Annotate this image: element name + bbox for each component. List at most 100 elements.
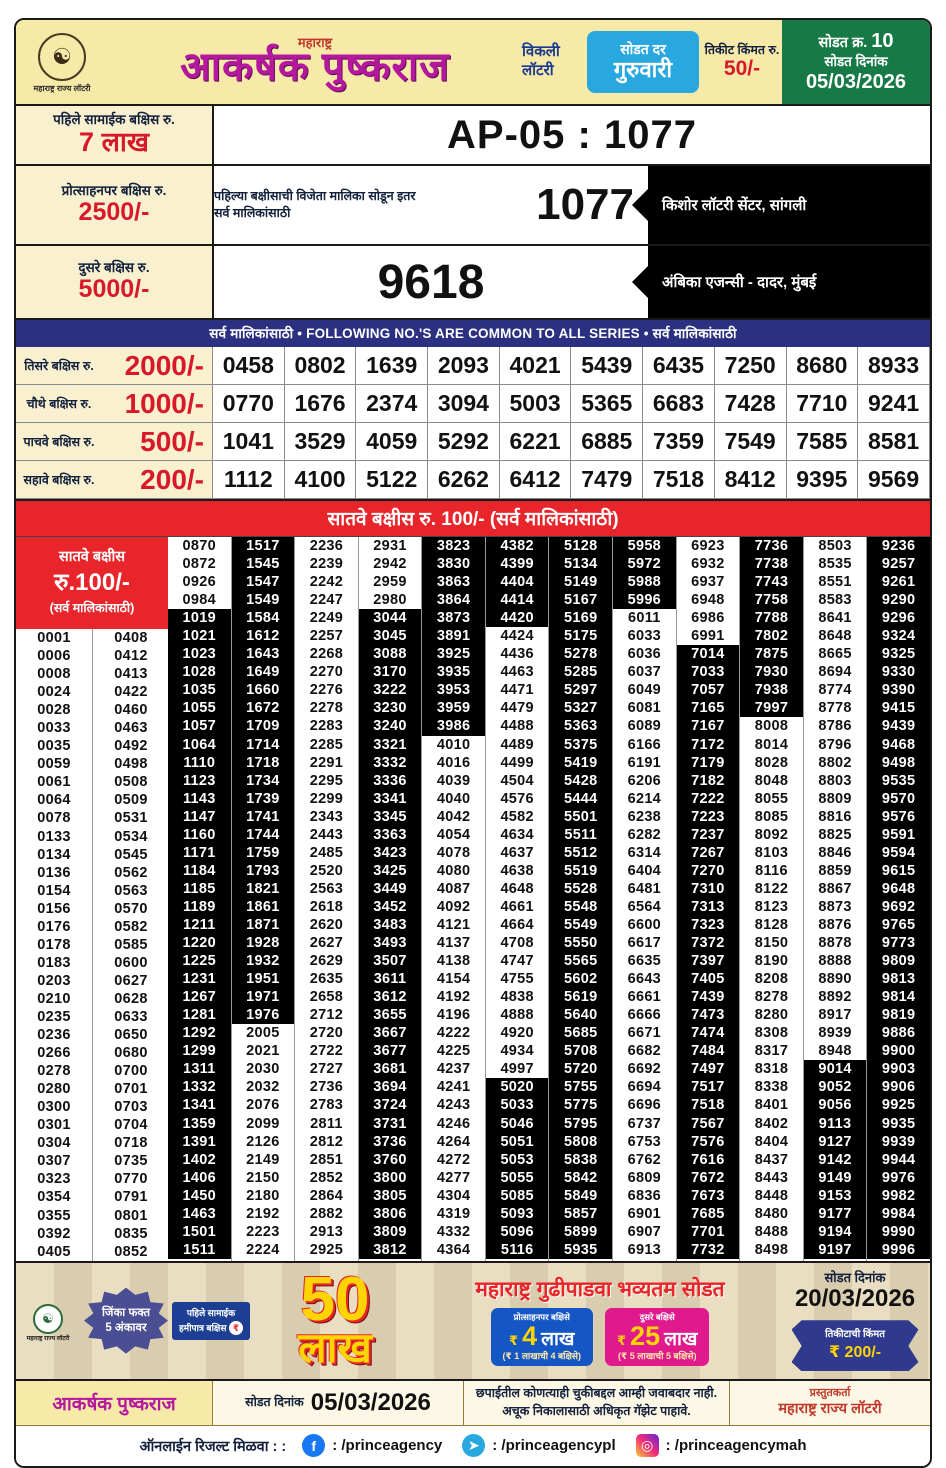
prize-number-cell: 6262 xyxy=(427,460,500,499)
number-cell: 3088 xyxy=(358,645,422,664)
promo-title: महाराष्ट्र गुढीपाडवा भव्यतम सोडत xyxy=(475,1277,725,1301)
number-cell: 0235 xyxy=(16,1007,92,1027)
prize-number-cell: 1112 xyxy=(212,460,285,499)
prize-number-cell: 7518 xyxy=(642,460,715,499)
number-cell: 3493 xyxy=(358,934,422,953)
draw-date-label: सोडत दिनांक xyxy=(824,53,888,69)
prize-number-cell: 8581 xyxy=(857,422,930,461)
number-cell: 8208 xyxy=(740,970,803,989)
number-cell: 3760 xyxy=(358,1150,422,1169)
number-cell: 9439 xyxy=(867,717,930,736)
number-cell: 0701 xyxy=(93,1080,169,1099)
number-cell: 1402 xyxy=(168,1150,231,1169)
number-cell: 4087 xyxy=(422,879,485,898)
number-cell: 3823 xyxy=(422,537,485,556)
number-cell: 1406 xyxy=(168,1168,231,1187)
prize-row-amount: 1000/- xyxy=(124,387,204,419)
number-cell: 1019 xyxy=(168,609,231,628)
title-small: महाराष्ट्र xyxy=(297,35,333,50)
number-column: 9236 9257 9261 9290 9296 9324 9325 9330 9390 9415… xyxy=(867,537,930,1261)
number-cell: 2249 xyxy=(295,609,358,628)
number-cell: 2722 xyxy=(295,1042,358,1061)
number-cell: 0735 xyxy=(93,1152,169,1171)
number-cell: 1281 xyxy=(168,1006,231,1025)
number-cell: 0508 xyxy=(93,773,169,792)
weekly-label: विकली लॉटरी xyxy=(522,20,584,104)
number-cell: 5285 xyxy=(549,663,613,682)
number-cell: 5051 xyxy=(485,1132,549,1151)
number-cell: 5149 xyxy=(549,573,613,592)
number-cell: 1055 xyxy=(168,699,231,718)
number-cell: 0354 xyxy=(16,1188,92,1207)
number-cell: 7182 xyxy=(676,771,740,790)
weekly-line2: लॉटरी xyxy=(522,62,554,79)
number-cell: 0926 xyxy=(168,573,231,592)
social-link[interactable]: ➤: /princeagencypl xyxy=(462,1434,616,1458)
number-cell: 7576 xyxy=(676,1132,740,1151)
number-cell: 4479 xyxy=(485,699,549,718)
number-cell: 6666 xyxy=(613,1006,676,1025)
second-prize-agency: अंबिका एजन्सी - दादर, मुंबई xyxy=(648,246,930,318)
number-cell: 6049 xyxy=(613,681,676,700)
number-cell: 3363 xyxy=(358,825,422,844)
prize-number-cell: 5439 xyxy=(570,347,644,385)
prize-table-row: पाचवे बक्षिस रु. 500/- 1041 3529 4059 5292 622… xyxy=(16,422,930,461)
number-cell: 1123 xyxy=(168,771,231,790)
number-cell: 6696 xyxy=(613,1096,676,1115)
number-cell: 8796 xyxy=(803,735,867,754)
number-cell: 5708 xyxy=(549,1042,613,1061)
number-cell: 4222 xyxy=(422,1024,485,1043)
promo-emblem: ☯ महाराष्ट्र राज्य लॉटरी xyxy=(16,1298,80,1343)
number-cell: 3423 xyxy=(358,843,422,862)
number-cell: 6238 xyxy=(613,807,676,826)
social-link[interactable]: ◎: /princeagencymah xyxy=(635,1434,807,1458)
number-cell: 0059 xyxy=(16,755,92,774)
facebook-icon[interactable]: f xyxy=(302,1434,326,1458)
number-cell: 5640 xyxy=(549,1006,613,1025)
number-cell: 8480 xyxy=(740,1204,803,1223)
prize-number-cell: 8680 xyxy=(785,347,859,385)
number-cell: 3959 xyxy=(422,699,485,718)
number-cell: 3240 xyxy=(358,717,422,736)
number-cell: 8122 xyxy=(740,879,803,898)
number-cell: 7267 xyxy=(676,843,740,862)
instagram-icon[interactable]: ◎ xyxy=(635,1434,659,1458)
prize-number-cell: 7428 xyxy=(713,384,787,423)
number-cell: 0498 xyxy=(93,755,169,774)
number-cell: 5755 xyxy=(549,1078,613,1097)
promo-draw-date-label: सोडत दिनांक xyxy=(824,1269,886,1285)
prize-number-cell: 5365 xyxy=(570,384,644,423)
number-cell: 4747 xyxy=(485,952,549,971)
number-cell: 9925 xyxy=(867,1096,930,1115)
number-cell: 0801 xyxy=(93,1206,169,1225)
number-cell: 5935 xyxy=(549,1240,613,1259)
social-handle: : /princeagency xyxy=(332,1437,443,1455)
number-cell: 5528 xyxy=(549,879,613,898)
promo-box-1-rupee: ₹ xyxy=(509,1332,519,1348)
number-cell: 5720 xyxy=(549,1060,613,1079)
number-cell: 3341 xyxy=(358,789,422,808)
number-cell: 1267 xyxy=(168,988,231,1007)
number-cell: 8939 xyxy=(803,1024,867,1043)
number-cell: 0492 xyxy=(93,737,169,756)
number-cell: 7738 xyxy=(740,555,803,574)
number-cell: 9576 xyxy=(867,807,930,826)
social-link[interactable]: f : /princeagency xyxy=(302,1434,443,1458)
number-cell: 1311 xyxy=(168,1060,231,1079)
number-cell: 6694 xyxy=(613,1078,676,1097)
social-links: f : /princeagency ➤: /princeagencypl ◎: /pr… xyxy=(302,1434,807,1458)
number-cell: 3425 xyxy=(358,861,422,880)
number-cell: 8859 xyxy=(803,861,867,880)
telegram-icon[interactable]: ➤ xyxy=(462,1434,486,1458)
promo-center: महाराष्ट्र गुढीपाडवा भव्यतम सोडत प्रोत्स… xyxy=(420,1275,780,1367)
number-cell: 5958 xyxy=(613,537,676,556)
number-cell: 4488 xyxy=(485,717,549,736)
promo-ticket-price-box: तिकीटाची किंमत ₹ 200/- xyxy=(791,1320,919,1372)
number-cell: 0562 xyxy=(93,863,169,882)
number-cell: 4304 xyxy=(422,1186,485,1205)
number-cell: 7165 xyxy=(676,699,740,718)
prize-row-amount: 200/- xyxy=(140,463,204,495)
prize-number-cell: 0802 xyxy=(283,347,357,385)
number-cell: 9324 xyxy=(867,627,930,646)
